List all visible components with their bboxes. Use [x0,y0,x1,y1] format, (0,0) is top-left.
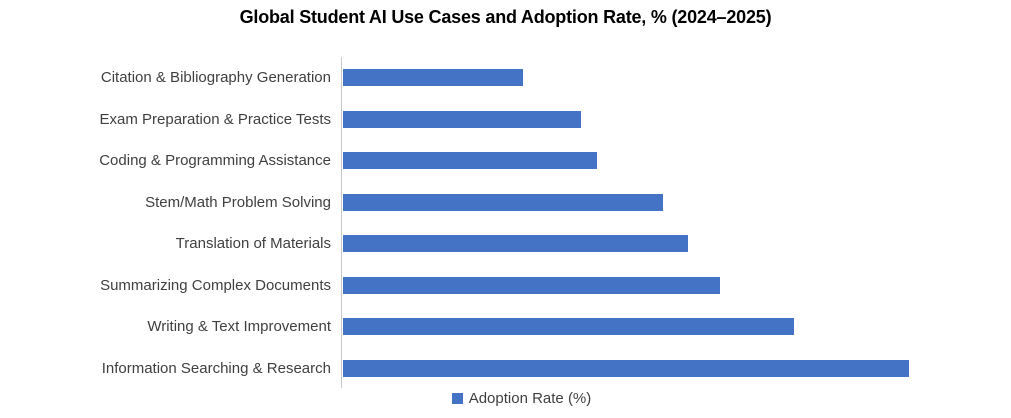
category-label: Translation of Materials [175,235,331,253]
bar-row: Translation of Materials [0,223,1011,265]
bar-row: Coding & Programming Assistance [0,140,1011,182]
category-label: Coding & Programming Assistance [99,152,331,170]
category-label: Information Searching & Research [101,359,331,377]
legend-marker-icon [451,393,463,404]
bar-row: Citation & Bibliography Generation [0,57,1011,99]
bar-row: Summarizing Complex Documents [0,265,1011,307]
legend-label: Adoption Rate (%) [468,390,592,407]
legend: Adoption Rate (%) [16,390,1011,407]
bar [343,235,688,253]
category-label: Stem/Math Problem Solving [145,193,331,211]
y-axis-line [341,57,342,388]
bar [343,152,597,170]
bar-row: Exam Preparation & Practice Tests [0,99,1011,141]
bar [343,69,523,87]
bar [343,318,794,336]
bar [343,359,909,377]
bar-row: Stem/Math Problem Solving [0,182,1011,224]
bar-row: Writing & Text Improvement [0,306,1011,348]
category-label: Summarizing Complex Documents [100,276,331,294]
bar [343,276,720,294]
bar [343,110,581,128]
bar-rows: Citation & Bibliography Generation Exam P… [0,57,1011,389]
chart-title: Global Student AI Use Cases and Adoption… [239,7,772,27]
category-label: Writing & Text Improvement [147,318,331,336]
bar-row: Information Searching & Research [0,348,1011,390]
category-label: Exam Preparation & Practice Tests [99,110,332,128]
category-label: Citation & Bibliography Generation [100,69,331,87]
bar [343,193,663,211]
